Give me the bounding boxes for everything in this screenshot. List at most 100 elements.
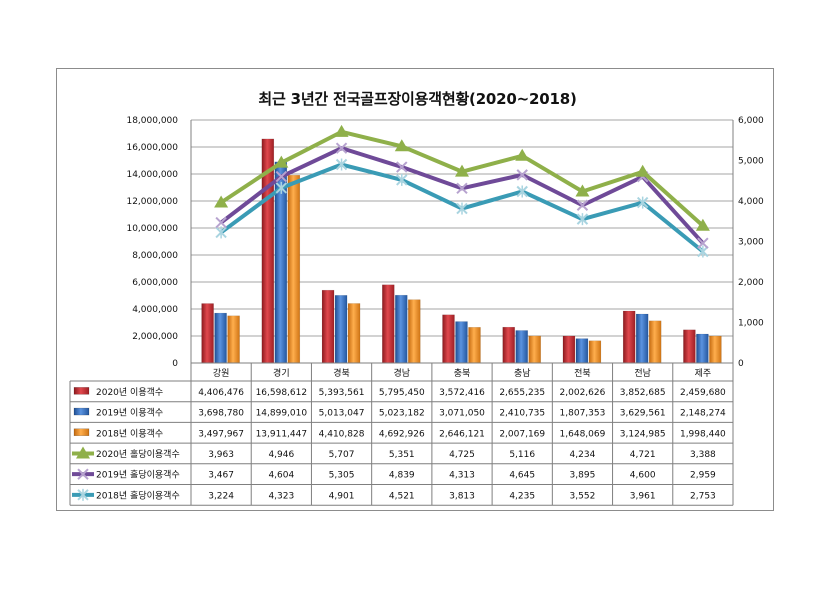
bar [334,295,348,364]
bar [287,174,301,364]
legend-label: 2019년 홀당이용객수 [96,469,180,481]
legend-label: 2018년 이용객수 [96,428,163,439]
line-marker-triangle [575,184,590,197]
table-cell: 2,148,274 [680,409,726,419]
table-cell: 3,629,561 [620,409,666,419]
bar [515,330,528,364]
table-cell: 3,467 [208,471,234,481]
legend-label: 2019년 이용객수 [96,408,163,419]
bar [622,310,636,364]
table-cell: 4,406,476 [198,388,244,398]
table-cell: 3,963 [208,450,234,460]
y-tick-label: 14,000,000 [126,170,178,180]
line-marker-x [275,170,288,183]
table-cell: 13,911,447 [256,429,308,439]
table-cell: 1,807,353 [560,409,606,419]
bar [382,284,395,364]
chart-frame [56,68,774,511]
table-cell: 4,410,828 [319,429,365,439]
y-tick-label: 12,000,000 [126,197,178,207]
table-cell: 3,388 [690,450,716,460]
category-label: 경남 [393,367,410,379]
bar [455,321,468,364]
bar [709,335,722,364]
table-cell: 4,725 [449,450,475,460]
table-cell: 4,946 [268,450,294,460]
bar [321,289,335,364]
category-label: 강원 [213,368,230,379]
line-marker-x [576,199,589,211]
table-cell: 2,655,235 [499,388,545,398]
table-cell: 2,459,680 [680,388,726,398]
line-marker-triangle [214,195,229,208]
legend-key-bar [73,407,90,416]
table-cell: 3,497,967 [198,429,244,439]
table-cell: 5,116 [509,450,535,460]
table-cell: 1,648,069 [560,429,606,439]
table-cell: 4,235 [509,491,535,501]
y2-tick-label: 2,000 [738,278,764,288]
table-cell: 5,795,450 [379,388,425,398]
line-marker-x [456,182,468,195]
table-cell: 4,323 [268,491,294,501]
y2-tick-label: 1,000 [738,319,764,329]
bar [442,314,455,364]
table-cell: 3,813 [449,491,475,501]
bar [696,333,709,364]
line-marker-x [215,216,227,229]
line-marker-triangle [274,155,289,168]
y2-tick-label: 3,000 [738,238,764,248]
table-cell: 5,393,561 [319,388,365,398]
category-label: 충남 [514,368,531,379]
line-marker-x [396,161,408,173]
table-cell: 5,023,182 [379,409,425,419]
table-cell: 3,124,985 [620,429,666,439]
table-cell: 16,598,612 [256,388,308,398]
bar [588,340,602,364]
table-cell: 2,410,735 [499,409,545,419]
bar [683,329,696,364]
bar [575,338,589,364]
y2-tick-label: 5,000 [738,157,764,167]
y-tick-label: 18,000,000 [126,116,178,126]
category-label: 경기 [273,367,290,379]
y-tick-label: 4,000,000 [132,305,178,315]
line-marker-triangle [394,139,409,152]
line-marker-x [516,169,528,181]
category-label: 전남 [634,368,651,379]
table-cell: 4,721 [630,450,656,460]
bar [502,326,515,364]
table-cell: 3,224 [208,491,234,501]
table-cell: 2,753 [690,491,716,501]
table-cell: 4,521 [389,491,415,501]
bar [648,320,662,364]
table-cell: 3,698,780 [198,409,244,419]
y-tick-label: 16,000,000 [126,143,178,153]
line-marker-triangle [515,148,530,161]
table-cell: 3,852,685 [620,388,666,398]
y2-tick-label: 4,000 [738,197,764,207]
table-cell: 4,692,926 [379,429,425,439]
y-tick-label: 10,000,000 [126,224,178,234]
table-cell: 4,600 [630,471,656,481]
table-cell: 2,007,169 [499,429,545,439]
table-cell: 3,572,416 [439,388,485,398]
legend-label: 2018년 홀당이용객수 [96,489,180,501]
line-marker-x [335,142,348,154]
bar [468,327,481,364]
line-marker-triangle [455,164,469,177]
table-cell: 4,839 [389,471,415,481]
bar [201,303,214,364]
bar [395,294,408,364]
legend-label: 2020년 홀당이용객수 [96,448,180,460]
bar [227,315,240,364]
bar [528,335,541,364]
table-cell: 4,901 [329,491,355,501]
y-tick-label: 0 [172,359,178,369]
chart-title: 최근 3년간 전국골프장이용객현황(2020~2018) [258,90,577,108]
table-cell: 5,013,047 [319,409,365,419]
category-label: 경북 [333,367,350,379]
table-cell: 1,998,440 [680,429,726,439]
line-marker-triangle [695,218,710,231]
